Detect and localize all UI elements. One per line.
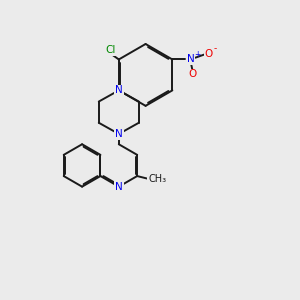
Text: O: O — [205, 49, 213, 59]
Text: N: N — [115, 129, 123, 139]
Text: O: O — [188, 69, 196, 79]
Text: N: N — [115, 85, 123, 95]
Text: CH₃: CH₃ — [148, 174, 166, 184]
Text: -: - — [214, 44, 217, 53]
Text: N: N — [187, 55, 194, 64]
Text: N: N — [115, 182, 123, 192]
Text: +: + — [194, 50, 200, 59]
Text: Cl: Cl — [105, 45, 116, 55]
